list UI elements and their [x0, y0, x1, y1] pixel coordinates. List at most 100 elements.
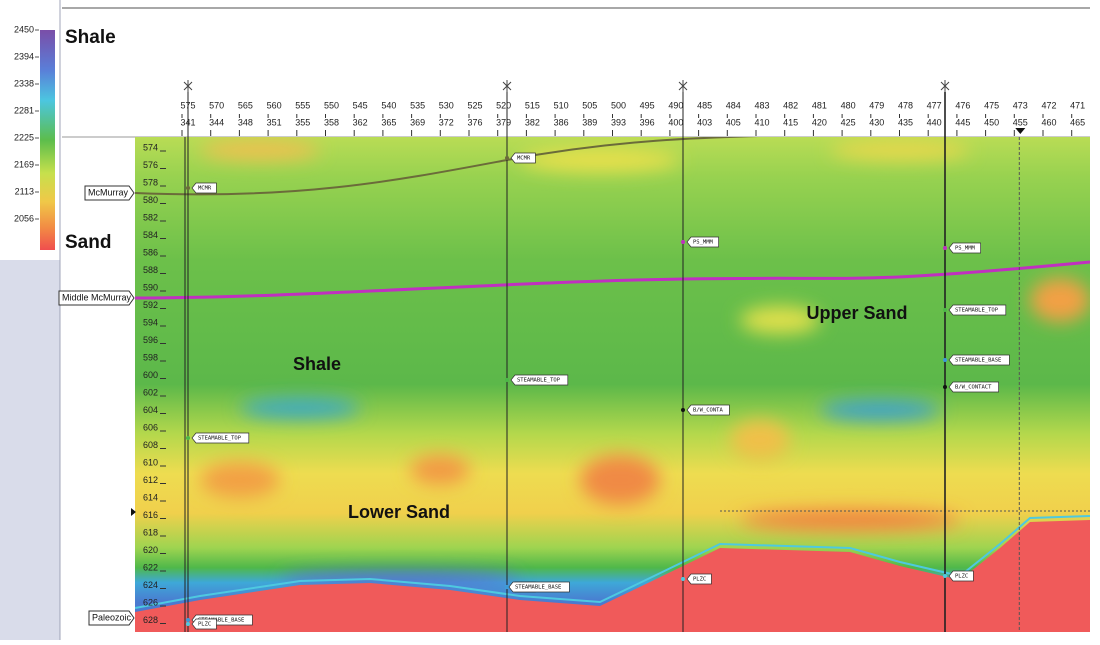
- colorbar-tick-label: 2113: [15, 186, 34, 196]
- well-marker-dot: [943, 308, 947, 312]
- well-marker-dot: [681, 577, 685, 581]
- horizon-label: Paleozoic: [92, 612, 132, 622]
- trace-label: 476: [955, 100, 970, 110]
- trace-label: 393: [611, 117, 626, 127]
- trace-label: 545: [353, 100, 368, 110]
- trace-label: 430: [869, 117, 884, 127]
- colorbar-tick-label: 2450: [14, 24, 34, 34]
- colorbar-bottom-label: Sand: [65, 232, 111, 253]
- well-marker-label: STEAMABLE_TOP: [517, 378, 561, 384]
- trace-label: 479: [869, 100, 884, 110]
- colorbar-tick-label: 2394: [14, 51, 34, 61]
- trace-label: 396: [640, 117, 655, 127]
- section: [135, 137, 1090, 632]
- well-marker-tag: [686, 404, 730, 416]
- trace-label: 425: [841, 117, 856, 127]
- well-marker-dot: [681, 240, 685, 244]
- well-symbol-icon: [940, 80, 950, 92]
- depth-label: 604: [143, 405, 158, 415]
- depth-label: 626: [143, 597, 158, 607]
- trace-label: 490: [668, 100, 683, 110]
- well-marker-label: MCMR: [198, 186, 212, 192]
- trace-label: 475: [984, 100, 999, 110]
- trace-label: 440: [927, 117, 942, 127]
- trace-label: 389: [582, 117, 597, 127]
- trace-label: 382: [525, 117, 540, 127]
- well-marker-tag: [686, 236, 719, 248]
- trace-label: 460: [1041, 117, 1056, 127]
- colorbar-tick-label: 2169: [14, 159, 34, 169]
- trace-label: 473: [1013, 100, 1028, 110]
- depth-label: 618: [143, 527, 158, 537]
- well-marker-dot: [943, 358, 947, 362]
- colorbar: [40, 30, 55, 250]
- trace-label: 471: [1070, 100, 1085, 110]
- trace-label: 510: [554, 100, 569, 110]
- well-marker-label: STEAMABLE_TOP: [198, 436, 242, 442]
- well-marker-tag: [191, 618, 217, 630]
- annotation: Lower Sand: [348, 502, 450, 522]
- well-marker-label: PLZC: [198, 622, 211, 628]
- trace-label: 405: [726, 117, 741, 127]
- trace-label: 550: [324, 100, 339, 110]
- depth-label: 612: [143, 475, 158, 485]
- well-marker-tag: [948, 242, 981, 254]
- section-field: [135, 137, 1090, 632]
- trace-label: 482: [783, 100, 798, 110]
- well-marker-label: PS_MMM: [693, 240, 714, 246]
- well-marker-dot: [681, 408, 685, 412]
- paleozoic-body: [135, 520, 1090, 632]
- well-marker-tag: [191, 432, 250, 444]
- depth-label: 594: [143, 317, 158, 327]
- well-marker-dot: [505, 585, 509, 589]
- trace-label: 500: [611, 100, 626, 110]
- trace-label: 455: [1013, 117, 1028, 127]
- depth-label: 590: [143, 282, 158, 292]
- depth-marker: [131, 508, 136, 516]
- trace-label: 344: [209, 117, 224, 127]
- trace-label: 415: [783, 117, 798, 127]
- well-symbol-icon: [502, 80, 512, 92]
- well-marker-label: PS_MMM: [955, 246, 976, 252]
- trace-label: 420: [812, 117, 827, 127]
- trace-label: 379: [496, 117, 511, 127]
- trace-label: 358: [324, 117, 339, 127]
- horizon-label: Middle McMurray: [62, 292, 132, 302]
- colorbar-tick-label: 2281: [14, 105, 34, 115]
- well-marker-dot: [505, 156, 509, 160]
- trace-label: 565: [238, 100, 253, 110]
- well-symbol-icon: [183, 80, 193, 92]
- well-marker-tag: [510, 152, 536, 164]
- well-marker-label: B/W_CONTA: [693, 408, 723, 414]
- trace-label: 485: [697, 100, 712, 110]
- depth-label: 628: [143, 615, 158, 625]
- depth-label: 596: [143, 335, 158, 345]
- well-marker-tag: [948, 304, 1007, 316]
- trace-label: 472: [1041, 100, 1056, 110]
- horizon-tag: [84, 185, 135, 201]
- depth-label: 624: [143, 580, 158, 590]
- colorbar-top-label: Shale: [65, 27, 116, 48]
- trace-marker: [1015, 128, 1026, 134]
- well-marker-label: STEAMABLE_TOP: [955, 308, 999, 314]
- depth-label: 620: [143, 545, 158, 555]
- annotation: Shale: [293, 354, 341, 374]
- trace-label: 403: [697, 117, 712, 127]
- depth-label: 578: [143, 177, 158, 187]
- trace-label: 484: [726, 100, 741, 110]
- depth-label: 586: [143, 247, 158, 257]
- colorbar-tick-label: 2056: [14, 213, 34, 223]
- depth-label: 582: [143, 212, 158, 222]
- well-marker-label: PLZC: [693, 577, 706, 583]
- trace-label: 410: [754, 117, 769, 127]
- horizon-tag: [58, 290, 135, 306]
- depth-label: 622: [143, 562, 158, 572]
- well-marker-tag: [510, 374, 569, 386]
- trace-label: 540: [381, 100, 396, 110]
- well-marker-label: STEAMABLE_BASE: [515, 585, 561, 591]
- well-marker-tag: [948, 570, 974, 582]
- depth-label: 580: [143, 195, 158, 205]
- well-marker-label: PLZC: [955, 574, 968, 580]
- well-marker-tag: [948, 354, 1010, 366]
- depth-label: 606: [143, 422, 158, 432]
